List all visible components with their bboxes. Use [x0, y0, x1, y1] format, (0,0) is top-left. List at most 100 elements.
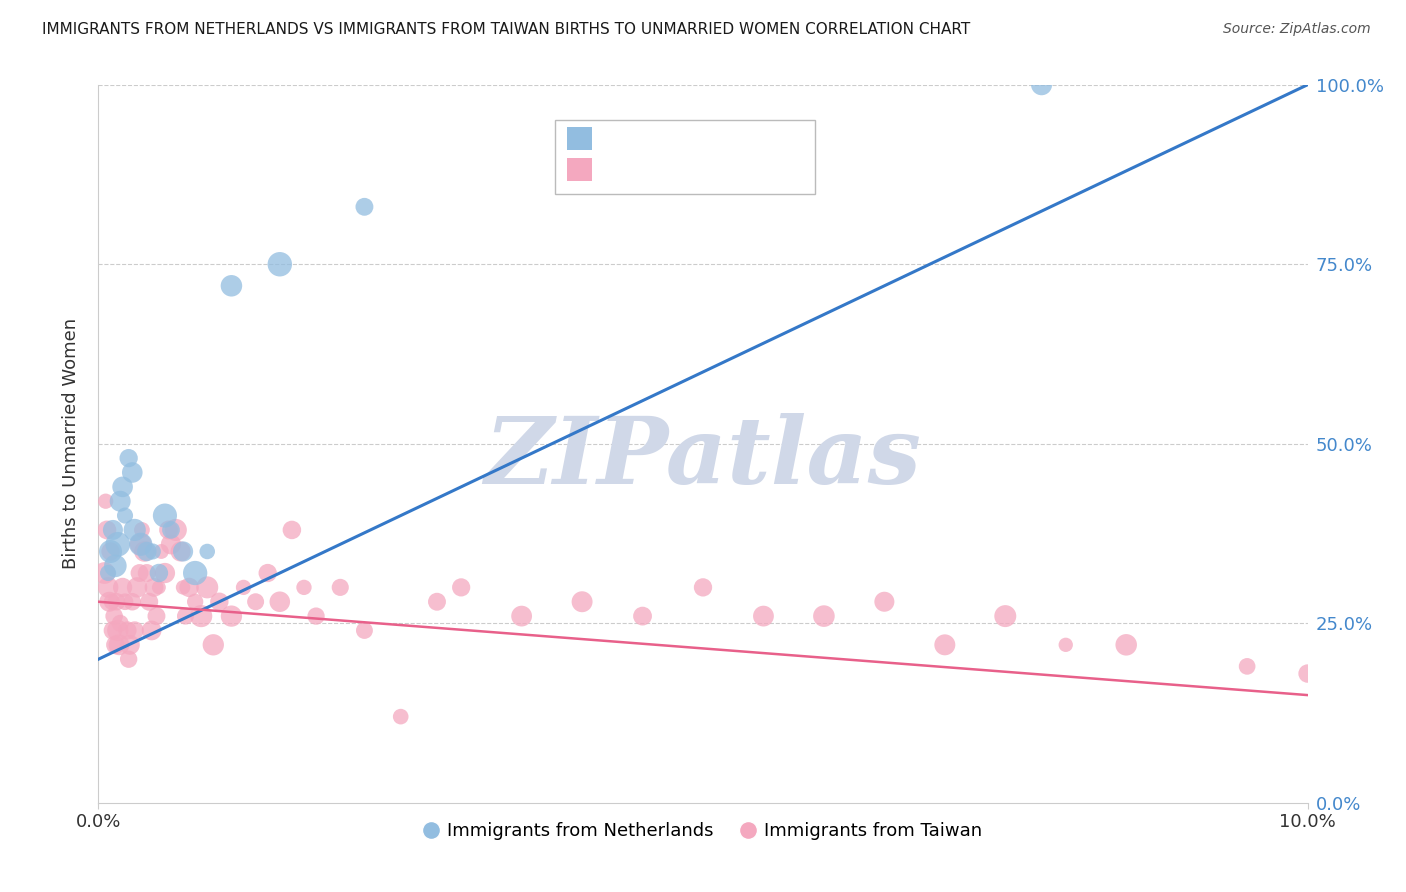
Point	[269, 257, 291, 271]
Point	[148, 566, 170, 580]
Point	[813, 609, 835, 624]
Point	[100, 595, 122, 609]
Point	[389, 709, 412, 723]
Point	[128, 566, 150, 580]
Point	[184, 566, 207, 580]
Point	[292, 581, 315, 595]
Point	[108, 638, 131, 652]
Point	[172, 581, 194, 595]
Point	[190, 609, 212, 624]
Point	[94, 494, 117, 508]
Legend: Immigrants from Netherlands, Immigrants from Taiwan: Immigrants from Netherlands, Immigrants …	[416, 815, 990, 847]
Point	[114, 508, 136, 523]
Point	[104, 558, 127, 573]
Text: R = -0.241   N = 72: R = -0.241 N = 72	[600, 161, 778, 178]
Point	[124, 523, 146, 537]
Point	[107, 537, 129, 551]
Text: Source: ZipAtlas.com: Source: ZipAtlas.com	[1223, 22, 1371, 37]
Point	[1115, 638, 1137, 652]
Point	[135, 566, 157, 580]
Point	[1031, 78, 1053, 92]
Point	[202, 638, 225, 652]
Point	[129, 537, 152, 551]
Point	[160, 523, 183, 537]
Point	[305, 609, 328, 624]
Point	[141, 624, 163, 638]
Point	[752, 609, 775, 624]
Point	[195, 581, 218, 595]
Point	[245, 595, 267, 609]
Point	[108, 494, 131, 508]
Point	[138, 595, 160, 609]
Point	[97, 566, 120, 580]
Point	[281, 523, 304, 537]
Point	[165, 523, 187, 537]
Point	[1296, 666, 1319, 681]
Point	[108, 616, 131, 631]
Point	[208, 595, 231, 609]
Point	[269, 595, 291, 609]
Point	[426, 595, 449, 609]
Point	[221, 278, 243, 293]
Point	[195, 544, 218, 558]
Point	[571, 595, 593, 609]
Point	[692, 581, 714, 595]
Point	[353, 624, 375, 638]
Point	[96, 523, 118, 537]
Point	[160, 537, 183, 551]
Point	[232, 581, 254, 595]
Point	[1054, 638, 1077, 652]
Point	[172, 544, 194, 558]
Text: ZIPatlas: ZIPatlas	[485, 413, 921, 503]
Point	[631, 609, 654, 624]
Point	[221, 609, 243, 624]
Point	[179, 581, 201, 595]
Point	[153, 566, 176, 580]
Point	[329, 581, 352, 595]
Point	[117, 624, 139, 638]
Point	[148, 581, 170, 595]
Point	[121, 466, 143, 480]
Point	[111, 581, 134, 595]
Point	[134, 544, 156, 558]
Point	[118, 451, 141, 466]
Point	[1236, 659, 1258, 673]
Point	[135, 544, 157, 558]
Point	[114, 595, 136, 609]
Point	[100, 544, 122, 558]
Text: IMMIGRANTS FROM NETHERLANDS VS IMMIGRANTS FROM TAIWAN BIRTHS TO UNMARRIED WOMEN : IMMIGRANTS FROM NETHERLANDS VS IMMIGRANT…	[42, 22, 970, 37]
Point	[121, 595, 143, 609]
Point	[105, 595, 128, 609]
Point	[994, 609, 1017, 624]
Point	[184, 595, 207, 609]
Point	[873, 595, 896, 609]
Point	[157, 523, 180, 537]
Point	[101, 624, 124, 638]
Point	[124, 624, 146, 638]
Point	[111, 480, 134, 494]
Point	[104, 638, 127, 652]
Point	[145, 609, 167, 624]
Point	[131, 523, 153, 537]
Point	[153, 508, 176, 523]
Point	[143, 581, 166, 595]
Point	[118, 652, 141, 666]
Point	[142, 544, 165, 558]
Point	[107, 624, 129, 638]
Point	[127, 581, 149, 595]
Point	[510, 609, 533, 624]
Point	[98, 595, 121, 609]
Point	[934, 638, 956, 652]
Point	[103, 609, 125, 624]
Point	[450, 581, 472, 595]
Point	[101, 523, 124, 537]
Y-axis label: Births to Unmarried Women: Births to Unmarried Women	[62, 318, 80, 569]
Point	[353, 200, 375, 214]
Point	[169, 544, 191, 558]
Point	[174, 609, 197, 624]
Point	[129, 537, 152, 551]
Point	[256, 566, 278, 580]
Point	[97, 581, 120, 595]
Point	[93, 566, 115, 580]
Text: R =  0.676   N = 24: R = 0.676 N = 24	[600, 129, 776, 147]
